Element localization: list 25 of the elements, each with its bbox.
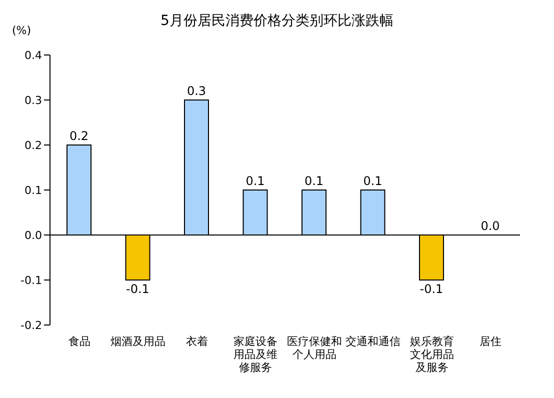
chart-title: 5月份居民消费价格分类别环比涨跌幅 [160,13,394,29]
x-tick-label: 烟酒及用品 [110,335,166,348]
x-tick-label: 医疗保健和个人用品 [286,335,342,361]
y-tick-label: 0.0 [24,228,42,242]
y-tick-label: 0.1 [24,184,42,197]
y-tick-label: -0.2 [20,318,42,332]
y-tick-label: 0.4 [24,48,42,62]
x-tick-label: 居住 [480,335,502,348]
y-tick-label: -0.1 [20,274,42,287]
x-tick-label: 交通和通信 [346,335,401,348]
x-tick-label: 娱乐教育文化用品及服务 [410,335,454,374]
y-tick-label: 0.3 [24,94,42,107]
data-label: 0.1 [246,174,265,188]
data-label: 0.0 [480,219,500,233]
y-tick-label: 0.2 [24,138,42,152]
data-label: 0.2 [69,129,89,143]
x-tick-label: 家庭设备用品及维修服务 [234,335,278,374]
y-axis-title: (%) [12,24,32,37]
data-label: 0.1 [304,174,324,188]
data-label: 0.3 [186,84,206,98]
x-tick-label: 食品 [68,335,90,348]
x-tick-label: 衣着 [186,335,208,348]
data-label: 0.1 [363,174,382,188]
data-label: -0.1 [126,282,150,296]
data-label: -0.1 [420,282,444,296]
